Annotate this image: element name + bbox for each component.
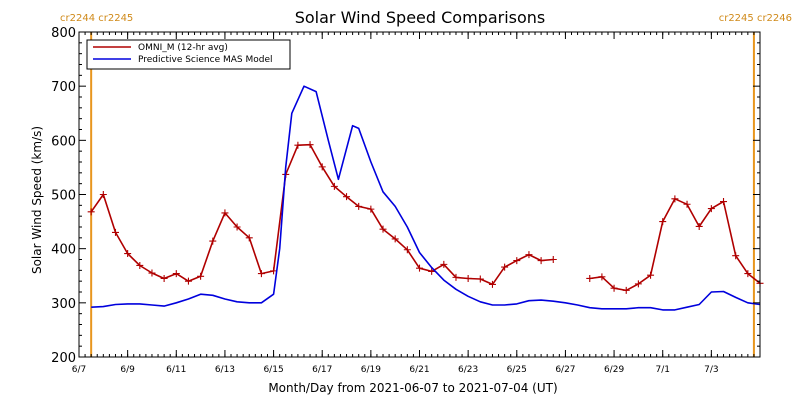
x-tick-label: 6/15 bbox=[263, 365, 283, 375]
legend-box bbox=[86, 39, 291, 70]
data-point-omni bbox=[416, 264, 423, 272]
data-point-omni bbox=[221, 209, 229, 217]
y-axis-label: Solar Wind Speed (km/s) bbox=[30, 126, 44, 274]
y-tick-label: 700 bbox=[51, 80, 76, 95]
data-point-omni bbox=[111, 228, 119, 236]
data-point-omni bbox=[671, 195, 679, 203]
x-tick-label: 6/17 bbox=[312, 365, 332, 375]
y-tick-label: 400 bbox=[51, 243, 76, 258]
data-point-omni bbox=[452, 273, 460, 281]
data-point-omni bbox=[160, 274, 168, 282]
data-point-omni bbox=[343, 193, 351, 201]
x-tick-label: 6/19 bbox=[361, 365, 381, 375]
data-point-omni bbox=[634, 280, 642, 288]
legend: OMNI_M (12-hr avg) Predictive Science MA… bbox=[86, 39, 291, 70]
series-line-omni bbox=[90, 143, 761, 292]
data-point-omni bbox=[622, 286, 630, 294]
x-tick-label: 6/27 bbox=[555, 365, 575, 375]
data-point-omni bbox=[695, 222, 703, 230]
data-point-omni bbox=[647, 271, 655, 279]
data-point-omni bbox=[732, 252, 740, 260]
data-point-omni bbox=[391, 235, 399, 243]
x-tick-label: 6/21 bbox=[409, 365, 429, 375]
data-point-omni bbox=[99, 191, 107, 198]
data-point-omni bbox=[136, 261, 144, 269]
data-point-omni bbox=[501, 263, 509, 271]
data-point-omni bbox=[367, 205, 375, 213]
data-point-omni bbox=[330, 182, 338, 190]
data-point-omni bbox=[720, 198, 728, 206]
data-point-omni bbox=[659, 218, 667, 226]
data-point-omni bbox=[148, 269, 156, 277]
data-point-omni bbox=[233, 223, 241, 231]
data-point-omni bbox=[598, 273, 606, 281]
x-tick-label: 6/7 bbox=[72, 365, 86, 375]
data-point-omni bbox=[683, 200, 691, 208]
x-tick-label: 6/9 bbox=[120, 365, 135, 375]
data-point-omni bbox=[257, 270, 265, 278]
data-point-omni bbox=[525, 251, 533, 259]
x-tick-label: 7/1 bbox=[655, 365, 669, 375]
x-tick-label: 6/13 bbox=[215, 365, 235, 375]
data-point-omni bbox=[513, 257, 521, 265]
data-point-omni bbox=[707, 205, 715, 213]
data-point-omni bbox=[172, 270, 180, 278]
y-tick-label: 800 bbox=[51, 26, 76, 41]
data-point-omni bbox=[610, 284, 618, 292]
data-point-omni bbox=[403, 246, 411, 254]
data-point-omni bbox=[379, 225, 387, 233]
x-tick-label: 6/25 bbox=[507, 365, 527, 375]
y-tick-label: 200 bbox=[51, 351, 76, 366]
data-point-omni bbox=[197, 272, 205, 280]
data-point-omni bbox=[488, 280, 496, 288]
carrington-left-label: cr2244 cr2245 bbox=[60, 13, 133, 24]
legend-label-mas: Predictive Science MAS Model bbox=[138, 55, 273, 65]
data-point-omni bbox=[586, 274, 594, 282]
series-line-mas bbox=[91, 85, 761, 311]
data-point-omni bbox=[209, 237, 217, 245]
data-point-omni bbox=[537, 257, 545, 265]
data-point-omni bbox=[306, 141, 314, 149]
x-tick-label: 6/23 bbox=[458, 365, 478, 375]
x-tick-label: 6/29 bbox=[604, 365, 624, 375]
data-point-omni bbox=[184, 277, 192, 285]
x-axis-label: Month/Day from 2021-06-07 to 2021-07-04 … bbox=[268, 381, 557, 395]
data-point-omni bbox=[87, 208, 95, 216]
carrington-right-label: cr2245 cr2246 bbox=[719, 13, 792, 24]
data-point-omni bbox=[428, 267, 436, 275]
data-point-omni bbox=[464, 274, 472, 282]
data-point-omni bbox=[744, 270, 752, 278]
data-point-omni bbox=[270, 267, 278, 275]
chart-title: Solar Wind Speed Comparisons bbox=[295, 8, 546, 27]
y-tick-label: 600 bbox=[51, 134, 76, 149]
data-point-omni bbox=[245, 234, 253, 242]
y-tick-label: 300 bbox=[51, 297, 76, 312]
legend-label-omni: OMNI_M (12-hr avg) bbox=[138, 43, 228, 53]
data-point-omni bbox=[549, 256, 557, 263]
x-tick-label: 7/3 bbox=[704, 365, 718, 375]
y-tick-label: 500 bbox=[51, 189, 76, 204]
data-point-omni bbox=[124, 250, 132, 258]
data-point-omni bbox=[355, 202, 363, 210]
data-point-omni bbox=[294, 141, 302, 149]
x-tick-label: 6/11 bbox=[166, 365, 186, 375]
data-point-omni bbox=[476, 275, 484, 283]
data-point-omni bbox=[318, 163, 326, 171]
data-point-omni bbox=[440, 260, 448, 268]
